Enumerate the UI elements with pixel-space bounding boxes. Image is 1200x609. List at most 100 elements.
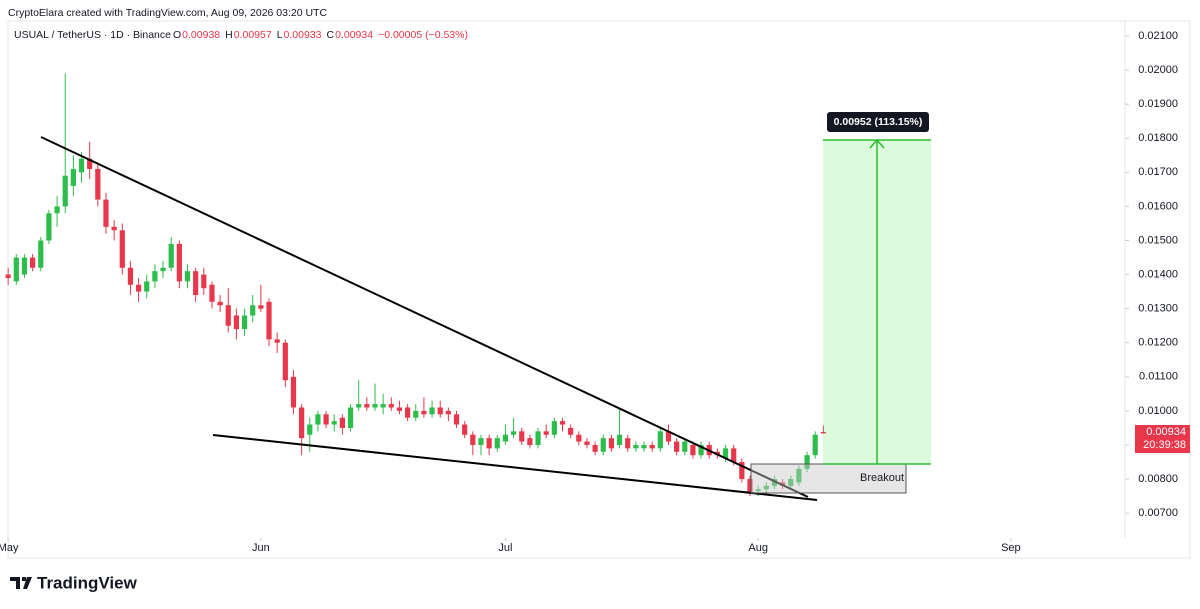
candle-body	[201, 274, 207, 289]
candle-body	[755, 489, 761, 491]
breakout-label: Breakout	[860, 472, 904, 484]
candle-body	[674, 441, 680, 452]
ohlc-value: 0.00938	[182, 29, 220, 41]
candle-body	[608, 438, 615, 449]
candle-body	[763, 485, 769, 490]
candle-body	[250, 305, 256, 316]
candle-body	[111, 226, 117, 231]
candle-body	[722, 448, 729, 459]
candle-body	[119, 230, 125, 268]
candle-body	[364, 404, 370, 408]
y-tick-label: 0.01700	[1138, 166, 1178, 178]
candle-body	[486, 438, 492, 449]
candle-body	[804, 455, 810, 469]
y-tick-label: 0.01400	[1138, 268, 1178, 280]
candle-body	[152, 271, 158, 282]
candle-body	[380, 404, 386, 408]
y-tick-label: 0.01100	[1139, 371, 1178, 383]
candle-body	[347, 407, 354, 428]
price-axis: 0.007000.008000.009000.010000.011000.012…	[1125, 30, 1178, 519]
candle-body	[258, 305, 264, 309]
candle-body	[217, 301, 223, 306]
candle-body	[315, 414, 321, 425]
candle-body	[739, 462, 745, 480]
candle-body	[625, 438, 631, 449]
candle-body	[641, 444, 647, 449]
x-tick-label: May	[0, 542, 19, 554]
candle-body	[307, 424, 313, 435]
change: −0.00005 (−0.53%)	[378, 29, 468, 41]
candle-body	[462, 424, 468, 435]
candle-body	[820, 432, 826, 434]
candle-body	[274, 339, 280, 343]
candle-body	[445, 410, 451, 415]
candle-body	[30, 257, 36, 268]
candle-body	[87, 158, 93, 169]
candle-body	[339, 417, 345, 428]
candle-body	[600, 438, 606, 452]
last-price: 0.00934	[1146, 426, 1186, 438]
ohlc-value: 0.00957	[234, 29, 272, 41]
y-tick-label: 0.02100	[1138, 30, 1178, 42]
candle-body	[551, 421, 557, 435]
upper-trendline	[40, 136, 809, 498]
candle-body	[95, 168, 101, 200]
ohlc-key: O	[173, 29, 181, 41]
candle-body	[527, 438, 533, 445]
candle-body	[388, 404, 394, 408]
candle-body	[502, 434, 509, 442]
ohlc-key: C	[327, 29, 335, 41]
candle-body	[233, 315, 240, 330]
candle-body	[62, 175, 68, 207]
y-tick-label: 0.01900	[1138, 98, 1178, 110]
y-tick-label: 0.02000	[1138, 64, 1178, 76]
candle-body	[103, 199, 109, 227]
candle-body	[690, 444, 696, 456]
candle-body	[135, 284, 142, 292]
candle-body	[453, 414, 460, 425]
ohlc-key: L	[277, 29, 283, 41]
candle-body	[747, 479, 753, 493]
x-tick-label: Aug	[748, 542, 768, 554]
candle-body	[665, 431, 672, 442]
candle-body	[5, 274, 11, 278]
candle-body	[535, 431, 541, 445]
y-tick-label: 0.00700	[1138, 507, 1178, 519]
candle-body	[160, 267, 166, 272]
candle-body	[592, 444, 598, 452]
arrow-head	[869, 138, 885, 149]
credit: CryptoElara created with TradingView.com…	[8, 7, 327, 19]
candle-body	[543, 431, 549, 435]
time-axis: May Jun Jul Aug Sep	[0, 538, 1021, 554]
logo-text: TradingView	[37, 573, 138, 592]
candle-body	[771, 479, 778, 486]
candle-body	[682, 441, 688, 452]
candle-body	[413, 410, 419, 418]
candle-body	[437, 407, 443, 415]
x-tick-label: Jun	[252, 542, 270, 554]
logo: TradingView	[10, 573, 138, 592]
countdown: 20:39:38	[1143, 439, 1186, 451]
candle-body	[299, 407, 305, 439]
candle-body	[396, 407, 403, 411]
x-tick-label: Jul	[498, 542, 512, 554]
candle-body	[46, 213, 52, 241]
candle-body	[731, 448, 737, 463]
y-tick-label: 0.01200	[1138, 337, 1178, 349]
y-tick-label: 0.01600	[1138, 200, 1178, 212]
candle-body	[323, 414, 329, 425]
candle-body	[698, 444, 704, 456]
candle-body	[576, 434, 582, 442]
x-tick-label: Sep	[1001, 542, 1021, 554]
candle-body	[144, 281, 150, 292]
candle-body	[429, 407, 435, 415]
candle-body	[78, 158, 85, 173]
candle-body	[21, 257, 28, 275]
chart-frame	[7, 20, 1191, 559]
candle-body	[657, 431, 663, 449]
ohlc-value: 0.00933	[284, 29, 322, 41]
candle-body	[559, 421, 566, 425]
candle-body	[266, 301, 272, 340]
